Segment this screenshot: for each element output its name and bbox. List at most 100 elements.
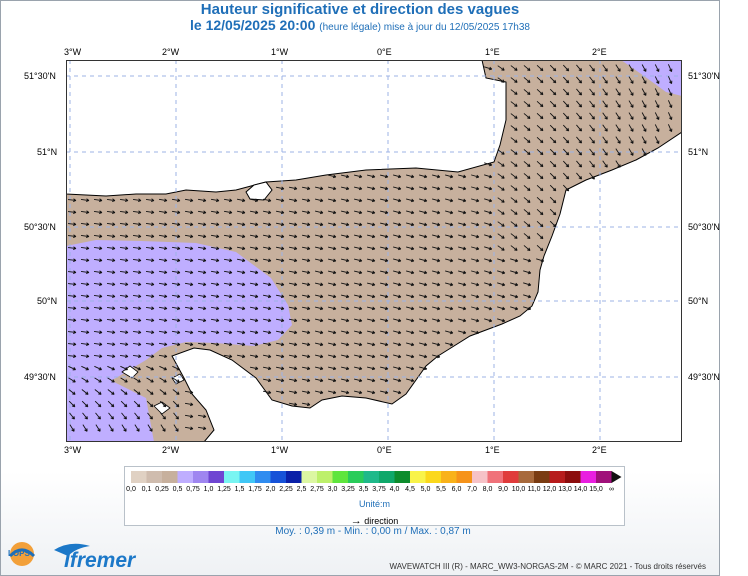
direction-arrow [510, 258, 519, 263]
direction-arrow [497, 209, 505, 215]
direction-arrow [328, 234, 337, 239]
direction-arrow [432, 258, 441, 263]
wave-statistics: Moy. : 0,39 m - Min. : 0,00 m / Max. : 0… [275, 526, 471, 537]
direction-arrow [133, 389, 141, 395]
direction-arrow [432, 222, 441, 227]
direction-arrow [81, 377, 89, 383]
legend-swatch [549, 471, 565, 483]
direction-arrow [589, 112, 595, 120]
direction-arrow [576, 136, 583, 144]
direction-arrow [523, 113, 531, 120]
direction-arrow [523, 294, 532, 299]
direction-arrow [654, 136, 660, 144]
direction-arrow [471, 294, 480, 299]
direction-arrow [354, 342, 363, 347]
legend-swatch [255, 471, 271, 483]
direction-arrow [419, 258, 428, 263]
direction-arrow [484, 246, 493, 251]
direction-arrow [432, 318, 441, 323]
legend-tick-label: 9,0 [498, 486, 508, 493]
direction-arrow [197, 270, 207, 275]
direction-arrow [354, 246, 363, 251]
direction-arrow [654, 124, 660, 132]
direction-arrow [523, 233, 531, 240]
direction-arrow [419, 174, 428, 179]
direction-arrow [510, 77, 518, 83]
direction-arrow [341, 318, 350, 323]
direction-arrow [197, 210, 207, 215]
direction-arrow [197, 222, 207, 227]
direction-arrow [171, 234, 181, 239]
direction-arrow [145, 318, 155, 323]
direction-arrow [536, 258, 545, 263]
direction-arrow [223, 270, 233, 275]
legend-tick-label: 5,0 [420, 486, 431, 493]
direction-arrow [328, 270, 337, 275]
direction-arrow [393, 174, 402, 179]
direction-arrow [288, 366, 298, 371]
direction-arrow [445, 174, 454, 179]
isle-of-wight [245, 181, 273, 201]
direction-arrow [615, 136, 621, 144]
direction-arrow [288, 342, 298, 347]
direction-arrow [184, 222, 194, 227]
direction-arrow [314, 294, 324, 299]
direction-arrow [471, 222, 480, 227]
direction-arrow [158, 354, 168, 359]
legend-tick-label: 4,5 [405, 486, 415, 493]
direction-arrow [67, 258, 77, 263]
direction-arrow [445, 234, 454, 239]
direction-arrow [471, 318, 480, 323]
direction-arrow [393, 186, 402, 191]
direction-arrow [301, 354, 311, 359]
direction-arrow [288, 246, 298, 251]
direction-arrow [497, 197, 505, 203]
direction-arrow [589, 76, 595, 84]
direction-arrow [419, 318, 428, 323]
direction-arrow [288, 318, 298, 323]
direction-arrow [328, 318, 337, 323]
direction-arrow [380, 306, 389, 311]
direction-arrow [171, 258, 181, 263]
direction-arrow [81, 365, 89, 371]
direction-arrow [641, 88, 647, 96]
direction-arrow [184, 270, 194, 275]
direction-arrow [223, 294, 233, 299]
direction-arrow [367, 282, 376, 287]
direction-arrow [158, 270, 168, 275]
direction-arrow [158, 246, 168, 251]
direction-arrow [406, 210, 415, 215]
direction-arrow [576, 124, 583, 132]
direction-arrow [132, 222, 142, 227]
direction-arrow [497, 149, 505, 155]
direction-arrow [262, 390, 272, 395]
direction-arrow [602, 88, 608, 96]
direction-arrow [445, 282, 454, 287]
direction-arrow [210, 330, 220, 335]
direction-arrow [406, 270, 415, 275]
direction-arrow [589, 88, 595, 96]
direction-arrow [419, 210, 428, 215]
direction-arrow [341, 258, 350, 263]
direction-arrow [80, 282, 90, 287]
direction-arrow [314, 186, 324, 191]
direction-arrow [119, 354, 129, 359]
direction-arrow [484, 306, 493, 311]
direction-arrow [667, 124, 673, 133]
wave-map[interactable] [66, 60, 682, 442]
direction-arrow [106, 354, 116, 359]
direction-arrow [275, 210, 285, 215]
direction-arrow [184, 402, 194, 407]
direction-arrow [367, 294, 376, 299]
direction-arrow [602, 112, 608, 120]
direction-arrow [380, 318, 389, 323]
direction-arrow [67, 306, 77, 311]
direction-arrow [262, 270, 272, 275]
direction-arrow [249, 246, 259, 251]
direction-arrow [146, 365, 154, 371]
direction-arrow [576, 64, 583, 72]
direction-arrow [497, 173, 505, 179]
direction-arrow [536, 232, 544, 240]
direction-arrow [95, 424, 101, 432]
direction-arrow [236, 222, 246, 227]
